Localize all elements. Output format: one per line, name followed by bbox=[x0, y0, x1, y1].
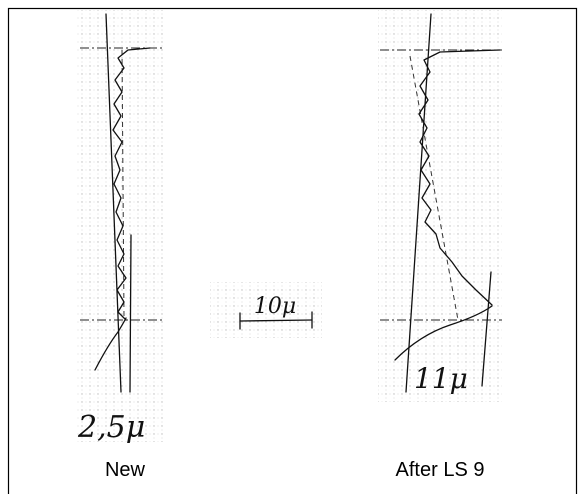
scale-label: 10μ bbox=[254, 294, 296, 319]
axis-line bbox=[105, 13, 122, 393]
surface-profile bbox=[418, 49, 501, 306]
grid-paper bbox=[75, 10, 163, 442]
panel-caption: After LS 9 bbox=[396, 459, 485, 481]
panel-caption: New bbox=[105, 459, 146, 481]
grid-paper bbox=[378, 10, 502, 402]
scale-bar bbox=[239, 319, 313, 322]
measurement-label: 2,5μ bbox=[77, 410, 145, 445]
grid-paper bbox=[210, 282, 322, 338]
axis-line bbox=[481, 271, 492, 387]
frame bbox=[7, 7, 578, 494]
surface-profile bbox=[94, 317, 127, 371]
measurement-label: 11μ bbox=[414, 362, 468, 395]
surface-profile bbox=[394, 305, 493, 361]
surface-profile bbox=[112, 47, 151, 321]
axis-line bbox=[129, 234, 132, 393]
